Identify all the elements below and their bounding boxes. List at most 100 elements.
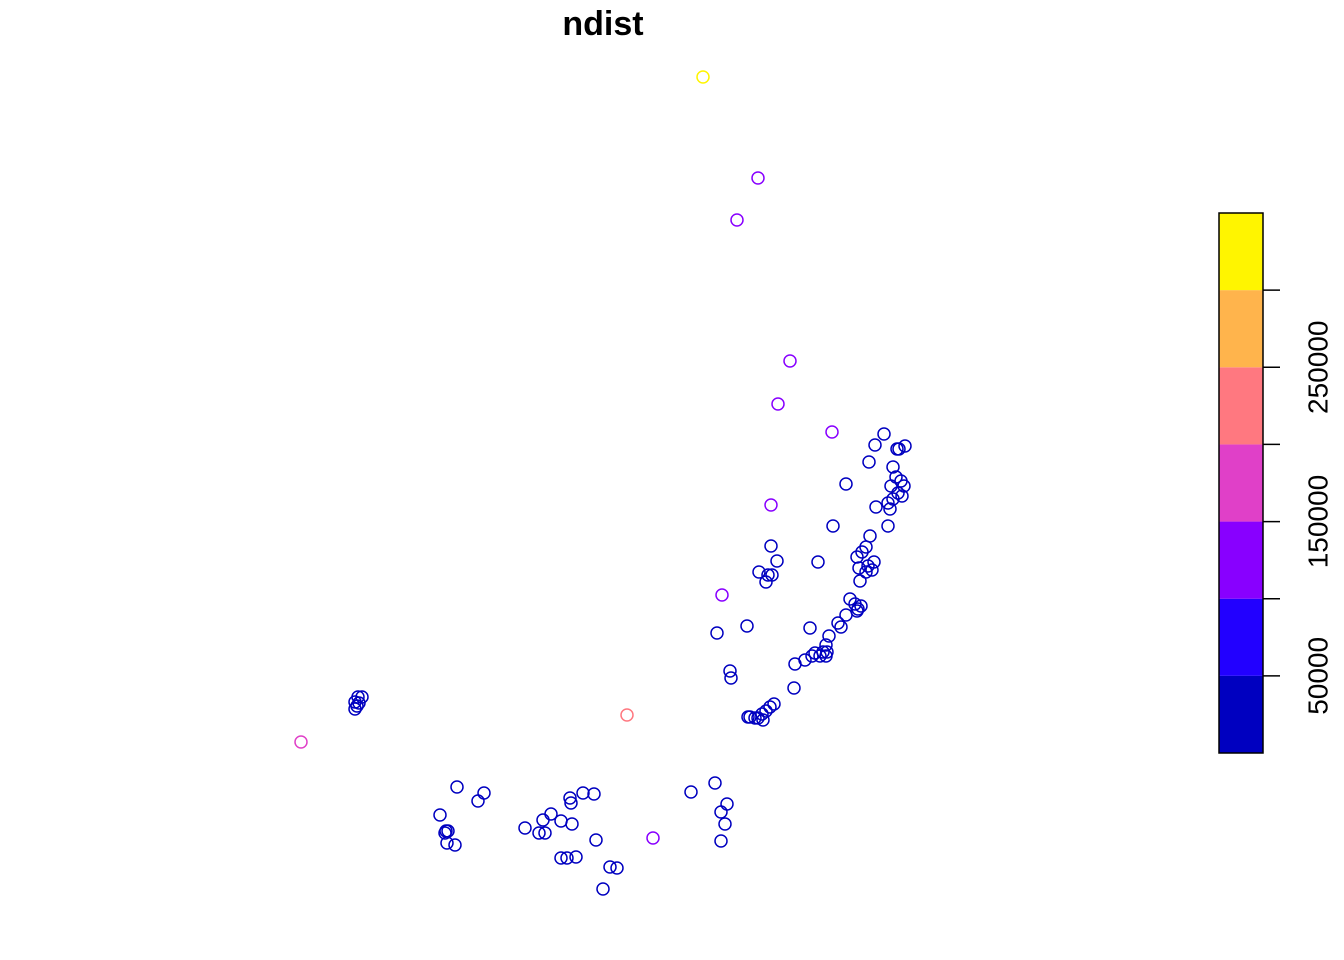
key-swatch <box>1219 598 1263 676</box>
key-tick-label: 50000 <box>1302 637 1333 715</box>
point <box>730 213 744 227</box>
point <box>855 545 869 559</box>
key-swatch <box>1219 675 1263 753</box>
point <box>787 681 801 695</box>
point <box>350 699 364 713</box>
point <box>839 608 853 622</box>
point <box>868 438 882 452</box>
point <box>554 851 568 865</box>
point <box>752 565 766 579</box>
point <box>610 861 624 875</box>
point <box>834 620 848 634</box>
point <box>564 796 578 810</box>
point <box>741 710 755 724</box>
point <box>714 805 728 819</box>
point <box>538 826 552 840</box>
point <box>869 500 883 514</box>
key-swatch <box>1219 367 1263 445</box>
point <box>771 397 785 411</box>
point <box>863 529 877 543</box>
point <box>881 519 895 533</box>
point <box>852 561 866 575</box>
point <box>696 70 710 84</box>
point <box>563 791 577 805</box>
point <box>448 838 462 852</box>
point <box>536 813 550 827</box>
point <box>862 455 876 469</box>
point <box>569 850 583 864</box>
point <box>805 649 819 663</box>
point <box>886 460 900 474</box>
point <box>620 708 634 722</box>
point <box>576 786 590 800</box>
point <box>853 574 867 588</box>
point <box>751 171 765 185</box>
point <box>596 882 610 896</box>
point <box>748 711 762 725</box>
point <box>440 836 454 850</box>
point <box>740 619 754 633</box>
point <box>770 554 784 568</box>
point <box>715 588 729 602</box>
key-swatch <box>1219 444 1263 522</box>
point <box>471 794 485 808</box>
point <box>756 713 770 727</box>
point <box>764 539 778 553</box>
point <box>813 649 827 663</box>
point <box>438 826 452 840</box>
point <box>850 550 864 564</box>
point <box>294 735 308 749</box>
key-frame <box>1218 212 1264 754</box>
point <box>710 626 724 640</box>
point <box>819 638 833 652</box>
point <box>822 629 836 643</box>
point <box>763 700 777 714</box>
point <box>767 697 781 711</box>
point <box>898 439 912 453</box>
point <box>759 575 773 589</box>
point <box>565 817 579 831</box>
point <box>714 834 728 848</box>
key-swatch <box>1219 521 1263 599</box>
point <box>865 563 879 577</box>
point <box>759 704 773 718</box>
point <box>720 797 734 811</box>
point <box>881 496 895 510</box>
point <box>811 555 825 569</box>
point <box>718 817 732 831</box>
point <box>450 780 464 794</box>
point <box>819 649 833 663</box>
point <box>883 502 897 516</box>
point <box>877 427 891 441</box>
point <box>826 519 840 533</box>
chart-title: ndist <box>562 5 643 43</box>
point <box>723 664 737 678</box>
point <box>884 479 898 493</box>
point <box>433 808 447 822</box>
point <box>803 621 817 635</box>
point <box>861 559 875 573</box>
key-swatch <box>1219 290 1263 368</box>
point <box>560 851 574 865</box>
point <box>843 592 857 606</box>
point <box>708 776 722 790</box>
point <box>783 354 797 368</box>
point <box>825 425 839 439</box>
point <box>518 821 532 835</box>
point <box>831 616 845 630</box>
point <box>684 785 698 799</box>
point <box>839 477 853 491</box>
point <box>764 498 778 512</box>
key-tick-label: 250000 <box>1302 321 1333 414</box>
point <box>761 568 775 582</box>
point <box>724 671 738 685</box>
point <box>603 860 617 874</box>
key-tick-label: 150000 <box>1302 475 1333 568</box>
point <box>477 786 491 800</box>
point <box>788 657 802 671</box>
point <box>589 833 603 847</box>
point <box>554 814 568 828</box>
point <box>895 489 909 503</box>
point <box>352 696 366 710</box>
